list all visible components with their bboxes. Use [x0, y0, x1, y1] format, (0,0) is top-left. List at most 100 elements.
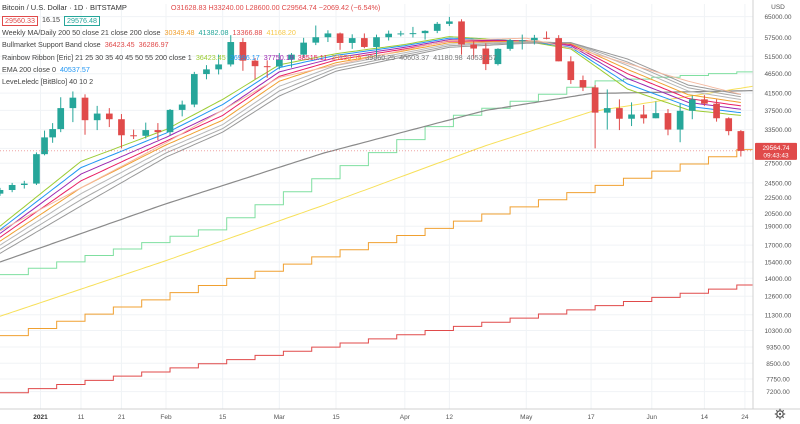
candle	[470, 40, 478, 59]
indicator-row[interactable]: EMA 200 close 0 40537.57	[2, 64, 501, 76]
candle	[263, 60, 271, 78]
x-tick-label: Apr	[400, 414, 411, 421]
candle	[737, 130, 745, 157]
candle-body	[166, 109, 174, 133]
candle	[300, 37, 307, 58]
candle-body	[300, 42, 307, 55]
candle-body	[591, 87, 599, 113]
candle-body	[397, 33, 405, 35]
candle-body	[130, 135, 137, 137]
ma-line-bull-band-20w-sma	[0, 37, 742, 232]
candle	[701, 95, 708, 106]
candle-body	[701, 99, 708, 104]
candle	[203, 65, 210, 80]
candle-body	[555, 38, 563, 62]
y-tick-label: 19000.00	[764, 224, 791, 231]
candle-body	[8, 184, 16, 190]
indicator-value: 39259.59	[331, 52, 362, 62]
candle-body	[385, 33, 392, 38]
symbol-header: Bitcoin / U.S. Dollar · 1D · BITSTAMP O3…	[2, 2, 501, 14]
candle-body	[81, 97, 89, 121]
candle	[49, 123, 56, 143]
y-tick-label: 9350.00	[766, 345, 790, 352]
time-axis[interactable]: 2021 11 21 Feb 15 Mar 15 Apr 12 May 17 Jun 14 24	[33, 414, 749, 421]
candle	[433, 21, 441, 34]
indicator-value: 40537.57	[466, 52, 497, 62]
y-tick-label: 7750.00	[766, 377, 790, 384]
candle	[725, 117, 733, 136]
candle-body	[215, 64, 222, 70]
symbol-title[interactable]: Bitcoin / U.S. Dollar · 1D · BITSTAMP	[2, 3, 127, 12]
candle	[20, 180, 28, 189]
candle	[531, 34, 538, 45]
indicator-row[interactable]: Rainbow Ribbon [Eric] 21 25 30 35 40 45 …	[2, 52, 501, 64]
candle	[555, 35, 563, 62]
ma-line-ribbon-21	[0, 36, 741, 227]
y-tick-label: 65000.00	[764, 14, 791, 21]
candle-body	[567, 61, 575, 81]
candle	[409, 26, 417, 38]
indicator-row[interactable]: LeveLeledc [BitBlco] 40 10 2	[2, 76, 501, 88]
gear-icon[interactable]	[774, 408, 786, 420]
candle-body	[603, 108, 611, 113]
candle	[336, 32, 344, 50]
candle-body	[178, 104, 186, 110]
candle-body	[288, 54, 295, 60]
candle-body	[640, 114, 648, 119]
price-axis[interactable]: 65000.00 57500.00 51500.00 46500.00 41500.00…	[764, 14, 791, 396]
bid-price[interactable]: 29560.33	[2, 15, 38, 26]
candle	[494, 48, 502, 66]
indicator-label: Rainbow Ribbon [Eric] 21 25 30 35 40 45 …	[2, 52, 192, 62]
candle-body	[348, 38, 356, 43]
ma-line-21-week-ma	[0, 71, 753, 276]
candle-body	[543, 37, 550, 39]
y-tick-label: 41500.00	[764, 91, 791, 98]
candle	[628, 102, 635, 127]
indicator-value: 36286.97	[138, 40, 169, 50]
candle-body	[531, 37, 538, 41]
y-tick-label: 14000.00	[764, 276, 791, 283]
candle	[324, 30, 332, 43]
indicator-value: 36423.45	[104, 40, 135, 50]
candle	[688, 95, 696, 120]
candle	[118, 114, 125, 149]
indicator-row[interactable]: Weekly MA/Daily 200 50 close 21 close 20…	[2, 27, 501, 39]
x-tick-label: 17	[587, 414, 595, 421]
candle-body	[616, 108, 623, 119]
candle-body	[518, 40, 526, 42]
legend-panel: Bitcoin / U.S. Dollar · 1D · BITSTAMP O3…	[2, 2, 501, 89]
candle-body	[361, 38, 368, 47]
indicator-value: 41180.98	[433, 52, 463, 62]
candle	[275, 53, 283, 70]
y-tick-label: 24500.00	[764, 180, 791, 187]
candle-body	[373, 37, 380, 47]
y-tick-label: 15400.00	[764, 260, 791, 267]
candle	[385, 30, 392, 41]
last-price-tag	[755, 142, 797, 160]
candle	[603, 89, 611, 130]
candle-body	[57, 108, 65, 130]
x-tick-label: 14	[701, 414, 709, 421]
candle	[105, 108, 113, 128]
candle	[543, 31, 550, 40]
y-tick-label: 46500.00	[764, 71, 791, 78]
ma-line-200-day-ma	[0, 85, 754, 317]
indicator-row[interactable]: Bullmarket Support Band close 36423.45 362…	[2, 39, 501, 51]
ohlc-values: O31628.83 H33240.00 L28600.00 C29564.74 …	[170, 3, 381, 12]
x-tick-label: 21	[118, 414, 126, 421]
ma-line-ribbon-40	[0, 40, 741, 242]
candle	[458, 19, 465, 55]
candle	[518, 34, 526, 50]
candle	[506, 39, 514, 51]
indicator-list: Weekly MA/Daily 200 50 close 21 close 20…	[2, 27, 501, 89]
indicator-value: 37750.19	[263, 52, 294, 62]
indicator-value: 13366.88	[232, 27, 263, 37]
indicator-label: LeveLeledc [BitBlco] 40 10 2	[2, 77, 94, 87]
x-tick-label: Feb	[160, 414, 172, 421]
candle-body	[458, 21, 465, 45]
candle	[713, 99, 720, 122]
candle-body	[688, 99, 696, 111]
ask-price[interactable]: 29576.48	[63, 15, 100, 26]
candle	[361, 33, 368, 49]
